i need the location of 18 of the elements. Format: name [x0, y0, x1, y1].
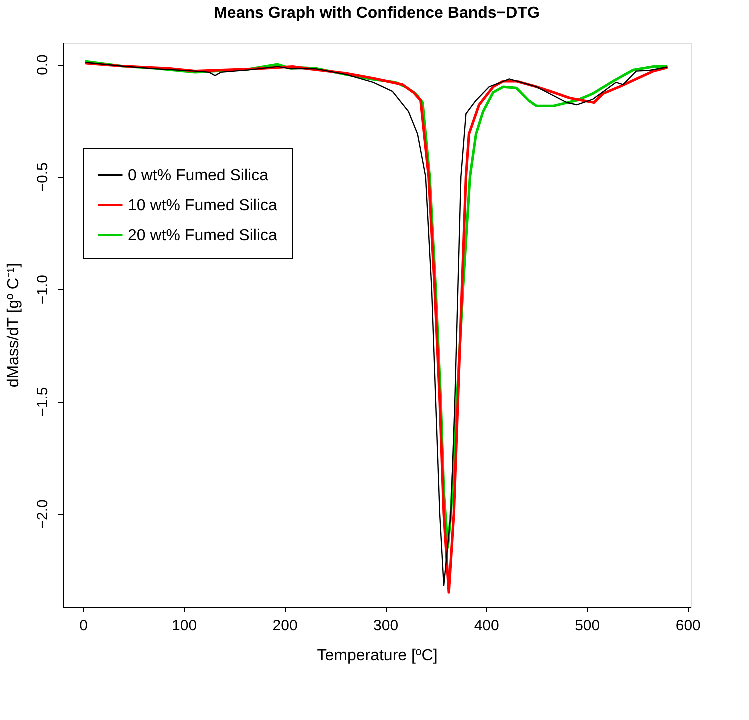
legend-label: 20 wt% Fumed Silica [128, 228, 278, 244]
legend-label: 10 wt% Fumed Silica [128, 198, 278, 214]
chart-title: Means Graph with Confidence Bands−DTG [214, 5, 540, 22]
x-tick-label: 500 [575, 618, 600, 634]
y-tick-label: −0.5 [34, 162, 52, 192]
y-tick-label: −1.5 [34, 387, 52, 417]
x-axis-title: Temperature [ºC] [317, 648, 438, 664]
x-tick-label: 200 [272, 618, 298, 634]
y-tick-label: −1.0 [34, 274, 52, 305]
y-tick-label: −2.0 [34, 500, 52, 530]
y-tick-label: 0.0 [34, 54, 52, 76]
x-tick-label: 0 [80, 618, 88, 634]
x-tick-label: 300 [374, 618, 399, 634]
x-tick-label: 400 [474, 618, 500, 634]
x-tick-label: 100 [172, 618, 198, 634]
y-axis-title: dMass/dT [gº C⁻¹] [6, 263, 22, 388]
x-tick-label: 600 [676, 618, 701, 634]
legend-label: 0 wt% Fumed Silica [128, 168, 269, 184]
